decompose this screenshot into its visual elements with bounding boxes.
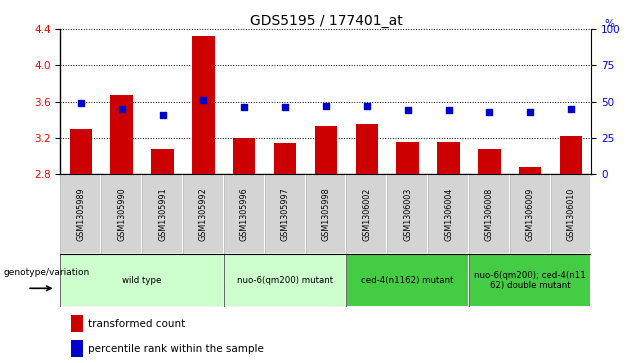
Text: percentile rank within the sample: percentile rank within the sample <box>88 344 264 354</box>
Text: genotype/variation: genotype/variation <box>3 268 89 277</box>
Text: GSM1306009: GSM1306009 <box>526 187 535 241</box>
FancyBboxPatch shape <box>510 174 551 254</box>
Text: GSM1305989: GSM1305989 <box>76 187 85 241</box>
Point <box>484 109 494 115</box>
FancyBboxPatch shape <box>60 254 224 307</box>
Point <box>76 100 86 106</box>
Text: transformed count: transformed count <box>88 319 185 329</box>
Point <box>280 105 290 110</box>
Point <box>443 107 453 113</box>
Point <box>158 112 168 118</box>
FancyBboxPatch shape <box>224 254 347 307</box>
Text: GSM1306004: GSM1306004 <box>444 188 453 241</box>
Text: nuo-6(qm200) mutant: nuo-6(qm200) mutant <box>237 276 333 285</box>
FancyBboxPatch shape <box>551 174 591 254</box>
FancyBboxPatch shape <box>224 174 265 254</box>
Bar <box>192 36 214 174</box>
Bar <box>233 138 256 174</box>
Bar <box>274 143 296 174</box>
Bar <box>478 149 501 174</box>
Text: nuo-6(qm200); ced-4(n11
62) double mutant: nuo-6(qm200); ced-4(n11 62) double mutan… <box>474 271 586 290</box>
Bar <box>396 142 419 174</box>
Point <box>198 97 209 103</box>
FancyBboxPatch shape <box>305 174 347 254</box>
Point <box>362 103 372 109</box>
FancyBboxPatch shape <box>265 174 305 254</box>
Text: GSM1305998: GSM1305998 <box>321 187 331 241</box>
Point <box>566 106 576 112</box>
FancyBboxPatch shape <box>428 174 469 254</box>
Text: ced-4(n1162) mutant: ced-4(n1162) mutant <box>361 276 454 285</box>
Text: %: % <box>605 19 614 29</box>
FancyBboxPatch shape <box>469 174 510 254</box>
Text: GSM1305997: GSM1305997 <box>280 187 289 241</box>
FancyBboxPatch shape <box>60 174 101 254</box>
Text: GSM1305990: GSM1305990 <box>117 187 126 241</box>
Bar <box>71 340 83 357</box>
Point <box>116 106 127 112</box>
Bar <box>356 124 378 174</box>
Title: GDS5195 / 177401_at: GDS5195 / 177401_at <box>249 14 403 28</box>
Text: GSM1306003: GSM1306003 <box>403 188 412 241</box>
FancyBboxPatch shape <box>347 174 387 254</box>
Text: wild type: wild type <box>123 276 162 285</box>
Point <box>403 107 413 113</box>
FancyBboxPatch shape <box>469 254 591 307</box>
Text: GSM1305992: GSM1305992 <box>199 187 208 241</box>
Text: GSM1305991: GSM1305991 <box>158 187 167 241</box>
Text: GSM1306002: GSM1306002 <box>363 187 371 241</box>
Bar <box>315 126 337 174</box>
Bar <box>71 315 83 332</box>
FancyBboxPatch shape <box>387 174 428 254</box>
FancyBboxPatch shape <box>183 174 224 254</box>
FancyBboxPatch shape <box>347 254 469 307</box>
Bar <box>151 149 174 174</box>
Point <box>321 103 331 109</box>
Text: GSM1305996: GSM1305996 <box>240 187 249 241</box>
FancyBboxPatch shape <box>142 174 183 254</box>
Bar <box>519 167 541 174</box>
Text: GSM1306010: GSM1306010 <box>567 188 576 241</box>
Point <box>239 105 249 110</box>
Bar <box>560 136 583 174</box>
FancyBboxPatch shape <box>101 174 142 254</box>
Bar <box>111 95 133 174</box>
Bar <box>69 129 92 174</box>
Text: GSM1306008: GSM1306008 <box>485 188 494 241</box>
Point <box>525 109 536 115</box>
Bar <box>438 142 460 174</box>
